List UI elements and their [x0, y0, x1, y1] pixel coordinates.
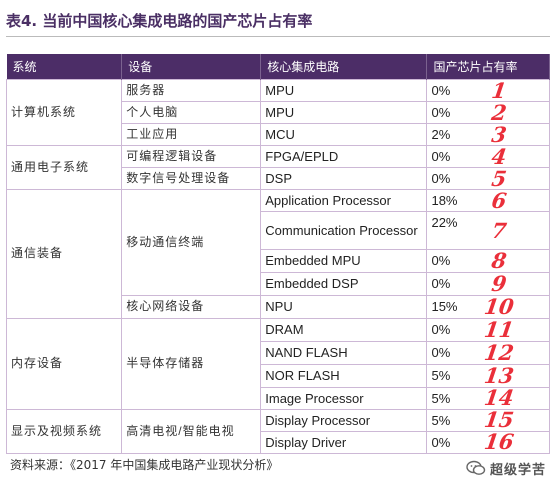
system-cell: 显示及视频系统	[5, 408, 123, 454]
table-header-row: 系统 设备 核心集成电路 国产芯片占有率	[6, 54, 550, 79]
chip-cell: DRAM	[260, 317, 428, 342]
device-cell: 高清电视/智能电视	[121, 408, 262, 454]
table-row: 显示及视频系统 高清电视/智能电视 Display Processor 5%	[5, 408, 550, 454]
device-cell: 移动通信终端	[121, 188, 262, 296]
table-row: 核心网络设备 NPU 15%	[7, 294, 550, 319]
chip-cell: MCU	[260, 122, 428, 146]
device-cell: 核心网络设备	[121, 294, 262, 319]
share-cell: 5%	[426, 408, 550, 432]
system-cell: 内存设备	[5, 317, 123, 410]
table-title: 表4. 当前中国核心集成电路的国产芯片占有率	[6, 12, 313, 30]
source-note: 资料来源：《2017 年中国集成电路产业现状分析》	[6, 453, 550, 478]
table-row: 通信装备 移动通信终端 Application Processor 18%	[5, 188, 550, 319]
device-cell: 工业应用	[121, 122, 262, 146]
share-cell: 5%	[426, 386, 550, 410]
table-row: NAND FLASH 0%	[7, 340, 550, 365]
watermark-text: 超级学苦	[490, 462, 547, 478]
chip-cell: MPU	[260, 78, 428, 102]
table-row: Display Driver 0%	[7, 430, 550, 454]
table-row: Embedded DSP 0%	[7, 271, 550, 296]
source-text: 资料来源：《2017 年中国集成电路产业现状分析》	[10, 458, 279, 472]
share-cell: 18%	[426, 188, 550, 212]
chip-cell: NOR FLASH	[260, 363, 428, 388]
system-cell: 通信装备	[5, 188, 123, 319]
share-cell: 0%	[426, 317, 550, 342]
share-cell: 0%	[426, 144, 550, 168]
chip-cell: Embedded DSP	[260, 271, 428, 296]
device-cell: 可编程逻辑设备	[121, 144, 262, 168]
system-cell: 计算机系统	[5, 78, 123, 146]
chip-cell: Embedded MPU	[260, 248, 428, 273]
chip-share-table: 系统 设备 核心集成电路 国产芯片占有率 计算机系统 服务器 MPU 0% 个人…	[5, 54, 550, 454]
chip-cell: Image Processor	[260, 386, 428, 410]
title-row: 表4. 当前中国核心集成电路的国产芯片占有率	[6, 6, 550, 37]
chip-cell: NAND FLASH	[260, 340, 428, 365]
table-row: 工业应用 MCU 2%	[7, 122, 550, 146]
system-cell: 通用电子系统	[5, 144, 123, 190]
share-cell: 22%	[426, 210, 550, 250]
table-row: Image Processor 5%	[7, 386, 550, 410]
chip-cell: Communication Processor	[260, 210, 428, 250]
header-core-ic: 核心集成电路	[260, 54, 428, 79]
share-cell: 2%	[426, 122, 550, 146]
device-cell: 个人电脑	[121, 100, 262, 124]
device-cell: 数字信号处理设备	[121, 166, 262, 190]
chip-cell: NPU	[260, 294, 428, 319]
share-cell: 0%	[426, 78, 550, 102]
share-cell: 0%	[426, 100, 550, 124]
header-domestic-share: 国产芯片占有率	[426, 54, 550, 79]
chip-cell: Display Processor	[260, 408, 428, 432]
table-row: 计算机系统 服务器 MPU 0%	[5, 78, 550, 146]
watermark: 超级学苦	[466, 458, 546, 478]
table-row: Communication Processor 22%	[7, 210, 550, 250]
table-row: Embedded MPU 0%	[7, 248, 550, 273]
header-system: 系统	[6, 54, 123, 79]
header-device: 设备	[121, 54, 262, 79]
chip-cell: DSP	[260, 166, 428, 190]
device-cell: 半导体存储器	[121, 317, 262, 410]
chip-cell: Application Processor	[260, 188, 428, 212]
share-cell: 0%	[426, 248, 550, 273]
share-cell: 0%	[426, 430, 550, 454]
share-cell: 0%	[426, 166, 550, 190]
table-row: 内存设备 半导体存储器 DRAM 0%	[5, 317, 550, 410]
chip-cell: MPU	[260, 100, 428, 124]
share-cell: 0%	[426, 340, 550, 365]
chip-cell: Display Driver	[260, 430, 428, 454]
device-cell: 服务器	[121, 78, 262, 102]
chat-bubbles-icon	[466, 460, 486, 475]
share-cell: 5%	[426, 363, 550, 388]
share-cell: 15%	[426, 294, 550, 319]
table-row: 通用电子系统 可编程逻辑设备 FPGA/EPLD 0%	[5, 144, 550, 190]
share-cell: 0%	[426, 271, 550, 296]
chip-cell: FPGA/EPLD	[260, 144, 428, 168]
